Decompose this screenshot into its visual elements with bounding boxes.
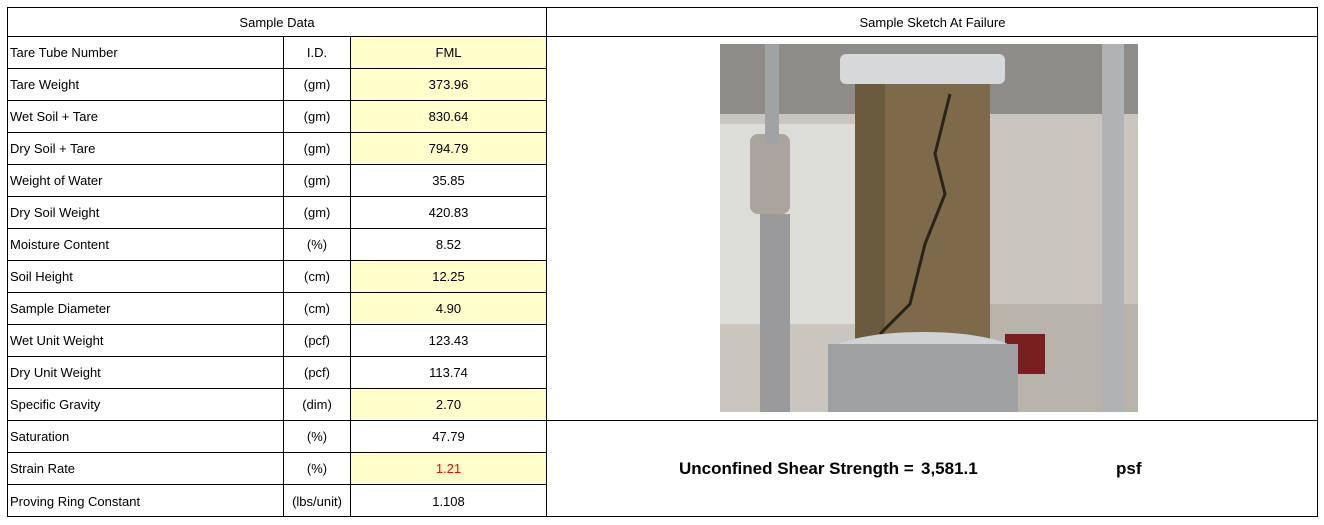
row-label: Proving Ring Constant bbox=[8, 485, 284, 517]
row-unit: (lbs/unit) bbox=[284, 485, 351, 517]
row-label: Dry Unit Weight bbox=[8, 357, 284, 389]
row-unit: (gm) bbox=[284, 101, 351, 133]
row-unit: (gm) bbox=[284, 133, 351, 165]
row-label: Strain Rate bbox=[8, 453, 284, 485]
row-unit: (gm) bbox=[284, 197, 351, 229]
row-value: 1.108 bbox=[351, 485, 547, 517]
row-value: 35.85 bbox=[351, 165, 547, 197]
row-value: 1.21 bbox=[351, 453, 547, 485]
row-unit: (gm) bbox=[284, 165, 351, 197]
row-label: Wet Soil + Tare bbox=[8, 101, 284, 133]
knob bbox=[750, 134, 790, 214]
base bbox=[828, 344, 1018, 412]
row-value: 2.70 bbox=[351, 389, 547, 421]
row-value: 420.83 bbox=[351, 197, 547, 229]
row-value: 123.43 bbox=[351, 325, 547, 357]
row-unit: (cm) bbox=[284, 293, 351, 325]
result-label: Unconfined Shear Strength = bbox=[679, 459, 914, 479]
row-value: 113.74 bbox=[351, 357, 547, 389]
row-unit: (cm) bbox=[284, 261, 351, 293]
row-label: Saturation bbox=[8, 421, 284, 453]
page: Sample Data Sample Sketch At Failure Tar… bbox=[0, 0, 1324, 525]
row-label: Moisture Content bbox=[8, 229, 284, 261]
row-unit: I.D. bbox=[284, 37, 351, 69]
row-unit: (pcf) bbox=[284, 325, 351, 357]
row-unit: (%) bbox=[284, 229, 351, 261]
row-unit: (%) bbox=[284, 453, 351, 485]
row-unit: (pcf) bbox=[284, 357, 351, 389]
row-unit: (%) bbox=[284, 421, 351, 453]
row-label: Dry Soil + Tare bbox=[8, 133, 284, 165]
row-label: Soil Height bbox=[8, 261, 284, 293]
top-cap bbox=[840, 54, 1005, 84]
result-value: 3,581.1 bbox=[921, 459, 978, 479]
left-header: Sample Data bbox=[8, 8, 547, 37]
right-rod bbox=[1102, 44, 1124, 412]
result-unit: psf bbox=[1116, 459, 1142, 479]
row-label: Weight of Water bbox=[8, 165, 284, 197]
row-value: FML bbox=[351, 37, 547, 69]
row-label: Specific Gravity bbox=[8, 389, 284, 421]
row-value: 794.79 bbox=[351, 133, 547, 165]
row-value: 47.79 bbox=[351, 421, 547, 453]
left-upper-rod bbox=[765, 44, 779, 144]
row-label: Tare Tube Number bbox=[8, 37, 284, 69]
left-rod bbox=[760, 214, 790, 412]
cylinder-shade bbox=[855, 84, 885, 339]
row-value: 8.52 bbox=[351, 229, 547, 261]
row-value: 12.25 bbox=[351, 261, 547, 293]
row-label: Wet Unit Weight bbox=[8, 325, 284, 357]
row-unit: (dim) bbox=[284, 389, 351, 421]
row-value: 373.96 bbox=[351, 69, 547, 101]
row-unit: (gm) bbox=[284, 69, 351, 101]
right-header: Sample Sketch At Failure bbox=[547, 8, 1318, 37]
row-label: Dry Soil Weight bbox=[8, 197, 284, 229]
row-value: 4.90 bbox=[351, 293, 547, 325]
row-value: 830.64 bbox=[351, 101, 547, 133]
row-label: Tare Weight bbox=[8, 69, 284, 101]
result: Unconfined Shear Strength = 3,581.1 psf bbox=[547, 421, 1317, 516]
sketch-area bbox=[547, 37, 1318, 421]
row-label: Sample Diameter bbox=[8, 293, 284, 325]
failure-photo bbox=[720, 44, 1138, 412]
